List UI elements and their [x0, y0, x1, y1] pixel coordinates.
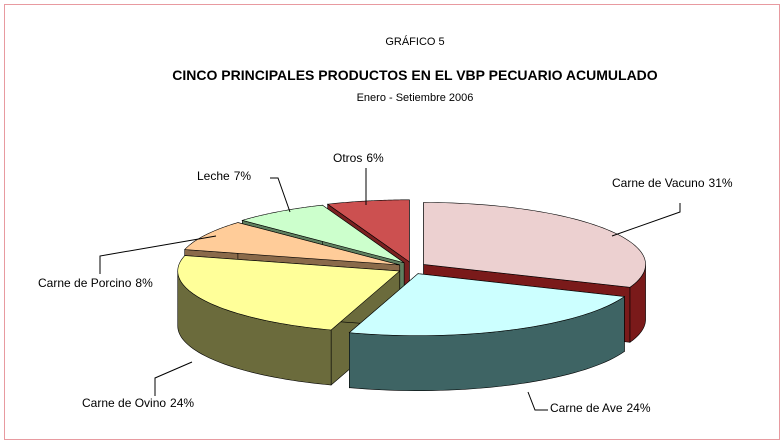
leader-line: [154, 361, 193, 396]
slice: [326, 199, 410, 263]
slice: [423, 202, 646, 288]
slice: [348, 273, 626, 336]
data-label: Otros 6%: [333, 151, 384, 165]
data-label: Leche 7%: [197, 169, 251, 183]
slice: [177, 255, 401, 331]
leader-line: [611, 203, 681, 237]
chart-caption: GRÁFICO 5: [385, 35, 444, 48]
data-label-category: Carne de Ovino: [82, 396, 166, 410]
chart-subtitle: Enero - Setiembre 2006: [357, 92, 474, 104]
leader-line: [99, 235, 217, 274]
data-label-value: 31%: [709, 176, 733, 190]
data-label: Carne de Ave 24%: [550, 401, 651, 415]
leader-line: [527, 391, 548, 411]
chart-title: CINCO PRINCIPALES PRODUCTOS EN EL VBP PE…: [172, 67, 657, 83]
labels: Carne de Vacuno 31%Carne de Ave 24%Carne d…: [38, 151, 733, 415]
data-label-category: Carne de Vacuno: [612, 176, 705, 190]
data-label-value: 8%: [135, 276, 153, 290]
data-label-category: Carne de Porcino: [38, 276, 132, 290]
leader-line: [270, 177, 291, 213]
data-label-category: Otros: [333, 151, 362, 165]
pie: [177, 199, 646, 391]
data-label: Carne de Ovino 24%: [82, 396, 194, 410]
data-label-value: 24%: [170, 396, 194, 410]
data-label-value: 7%: [234, 169, 252, 183]
data-label-value: 24%: [627, 401, 651, 415]
data-label-category: Leche: [197, 169, 230, 183]
data-label-category: Carne de Ave: [550, 401, 623, 415]
slice: [184, 222, 400, 266]
data-label: Carne de Porcino 8%: [38, 276, 153, 290]
data-label: Carne de Vacuno 31%: [612, 176, 733, 190]
data-label-value: 6%: [366, 151, 384, 165]
slice: [241, 204, 405, 264]
